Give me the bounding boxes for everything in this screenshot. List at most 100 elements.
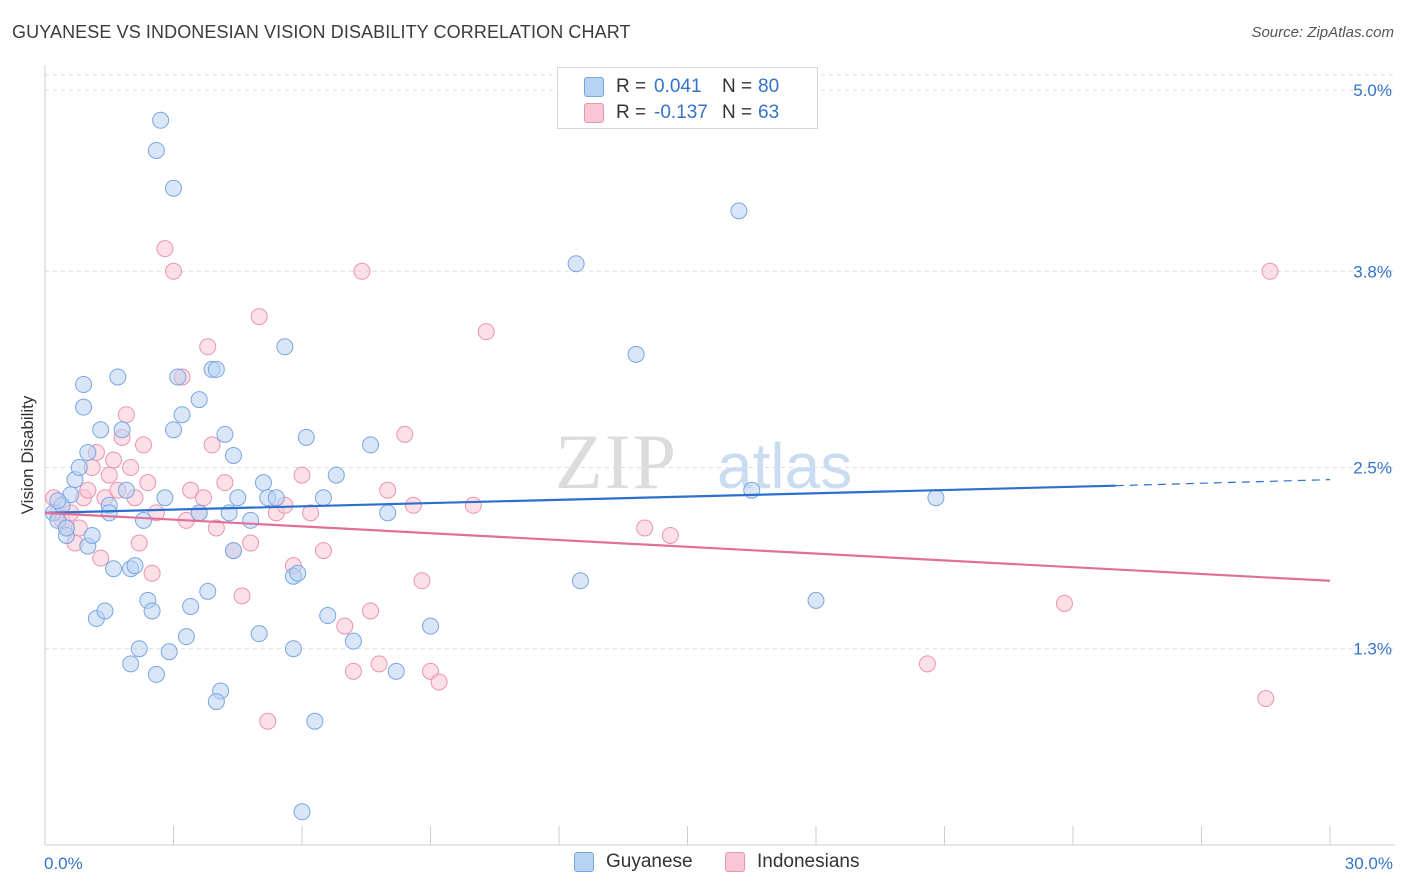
legend-label-guyanese: Guyanese [606, 851, 693, 872]
guyanese-point [75, 376, 93, 394]
indonesians-point [379, 481, 397, 499]
guyanese-point [284, 640, 302, 658]
indonesians-point [370, 655, 388, 673]
guyanese-point [242, 511, 260, 529]
legend-r-value: -0.137 [654, 102, 708, 123]
legend-row-indonesians: R = -0.137 N = 63 [584, 101, 779, 125]
guyanese-point [379, 504, 397, 522]
indonesians-point [293, 466, 311, 484]
indonesians-swatch [584, 103, 604, 123]
indonesians-point [353, 262, 371, 280]
indonesians-point [464, 496, 482, 514]
guyanese-point [147, 665, 165, 683]
guyanese-point [152, 111, 170, 129]
legend-n-label: N = [722, 76, 753, 97]
chart-title: GUYANESE VS INDONESIAN VISION DISABILITY… [12, 22, 631, 42]
y-tick-label: 1.3% [1353, 640, 1392, 659]
indonesians-point [636, 519, 654, 537]
guyanese-point [105, 560, 123, 578]
guyanese-point [113, 421, 131, 439]
guyanese-point [297, 428, 315, 446]
indonesians-point [918, 655, 936, 673]
guyanese-point [627, 345, 645, 363]
guyanese-point [422, 617, 439, 635]
guyanese-point [567, 255, 585, 273]
indonesians-point [100, 466, 118, 484]
guyanese-point [160, 643, 178, 661]
indonesians-point [250, 308, 268, 326]
guyanese-point [165, 421, 182, 439]
legend-item-guyanese: Guyanese [574, 851, 693, 873]
y-axis-label: Vision Disability [18, 395, 37, 515]
guyanese-point [224, 542, 242, 560]
indonesians-point [413, 572, 431, 590]
source-label: Source: ZipAtlas.com [1251, 24, 1394, 41]
indonesians-point [477, 323, 495, 341]
guyanese-point [83, 526, 101, 544]
guyanese-trend-extension [1115, 479, 1331, 487]
y-tick-label: 5.0% [1353, 81, 1392, 100]
guyanese-point [224, 446, 242, 464]
guyanese-point [135, 511, 153, 529]
indonesians-point [156, 240, 174, 258]
guyanese-point [100, 504, 118, 522]
guyanese-point [387, 662, 405, 680]
legend-n-value: 80 [758, 76, 780, 97]
indonesians-point [216, 474, 234, 492]
x-tick-label: 0.0% [44, 854, 83, 873]
indonesians-point [105, 451, 123, 469]
legend-n-value: 63 [758, 102, 780, 123]
indonesians-point [203, 436, 221, 454]
y-tick-label: 3.8% [1353, 262, 1392, 281]
axes [44, 65, 1395, 846]
indonesians-point [430, 673, 448, 691]
guyanese-point [362, 436, 380, 454]
guyanese-point [229, 489, 247, 507]
guyanese-point [70, 459, 88, 477]
indonesians-point [143, 564, 161, 582]
guyanese-point [207, 693, 225, 711]
legend-r-label: R = [616, 102, 647, 123]
watermark-atlas: atlas [717, 430, 852, 502]
indonesians-point [79, 481, 97, 499]
guyanese-point [165, 179, 182, 197]
legend-row-guyanese: R = 0.041 N = 80 [584, 75, 779, 99]
guyanese-point [314, 489, 332, 507]
legend-n-label: N = [722, 102, 753, 123]
indonesians-point [396, 425, 414, 443]
guyanese-point [177, 628, 195, 646]
indonesians-point [242, 534, 260, 552]
legend-item-indonesians: Indonesians [725, 851, 859, 873]
indonesians-point [139, 474, 157, 492]
guyanese-point [143, 602, 161, 620]
series-guyanese-points [45, 111, 945, 821]
guyanese-swatch [584, 77, 604, 97]
indonesians-point [362, 602, 380, 620]
guyanese-point [199, 582, 217, 600]
guyanese-point [344, 632, 362, 650]
guyanese-point [126, 557, 144, 575]
indonesians-point [182, 481, 200, 499]
guyanese-point [57, 519, 75, 537]
guyanese-point [207, 360, 225, 378]
guyanese-point [122, 655, 140, 673]
tick-labels: 1.3% 2.5% 3.8% 5.0% 0.0% 30.0% [44, 81, 1393, 873]
guyanese-point [117, 481, 135, 499]
correlation-legend: R = 0.041 N = 80 R = -0.137 N = 63 [557, 67, 818, 129]
guyanese-point [169, 368, 187, 386]
guyanese-point [927, 489, 945, 507]
indonesians-point [302, 504, 320, 522]
guyanese-trend-line [44, 484, 1116, 514]
guyanese-point [92, 421, 110, 439]
guyanese-point [190, 504, 208, 522]
indonesians-point [199, 338, 217, 356]
indonesians-point [661, 526, 679, 544]
indonesians-point [344, 662, 362, 680]
trend-lines [44, 479, 1331, 582]
y-tick-label: 2.5% [1353, 459, 1392, 478]
guyanese-point [182, 597, 200, 615]
indonesians-point [135, 436, 153, 454]
indonesians-point [92, 549, 110, 567]
guyanese-point [156, 489, 174, 507]
guyanese-point [267, 489, 285, 507]
